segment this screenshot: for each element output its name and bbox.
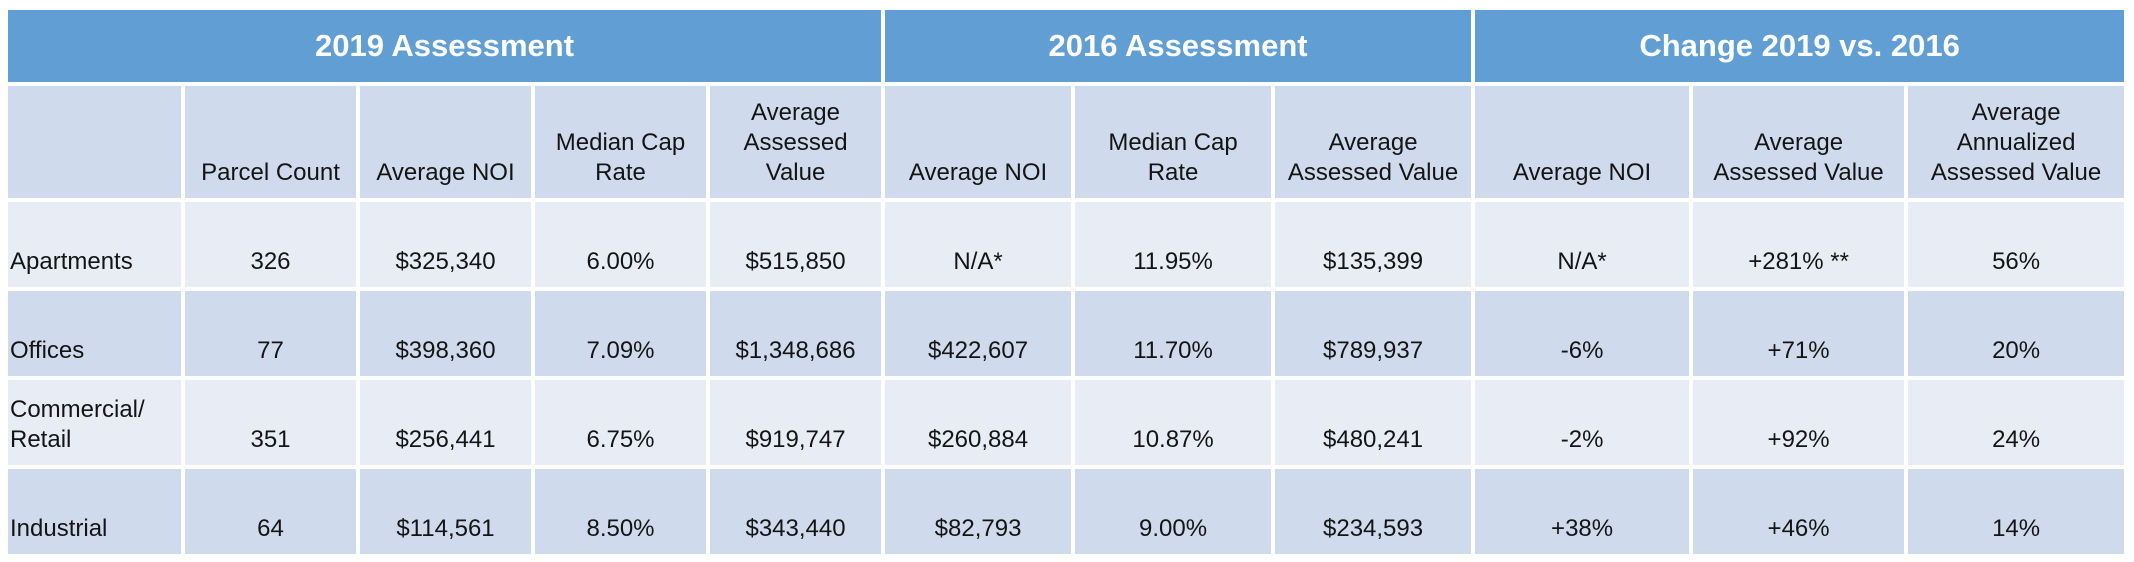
column-header: Average NOI	[1475, 86, 1694, 202]
table-cell: $82,793	[885, 469, 1076, 558]
table-cell: $135,399	[1275, 202, 1476, 291]
table-cell: +281% **	[1693, 202, 1909, 291]
column-header: Average Assessed Value	[1693, 86, 1909, 202]
table-cell: 326	[185, 202, 360, 291]
table-cell: 6.00%	[535, 202, 710, 291]
group-header-row: 2019 Assessment 2016 Assessment Change 2…	[8, 10, 2125, 86]
row-label: Apartments	[8, 202, 185, 291]
table-cell: -6%	[1475, 291, 1694, 380]
table-cell: +38%	[1475, 469, 1694, 558]
table-cell: N/A*	[1475, 202, 1694, 291]
column-header: Average Assessed Value	[710, 86, 886, 202]
row-label: Industrial	[8, 469, 185, 558]
table-cell: $480,241	[1275, 380, 1476, 469]
column-header-row: Parcel Count Average NOI Median Cap Rate…	[8, 86, 2125, 202]
column-header: Average NOI	[885, 86, 1076, 202]
table-row: Offices 77 $398,360 7.09% $1,348,686 $42…	[8, 291, 2125, 380]
table-cell: 7.09%	[535, 291, 710, 380]
table-cell: 14%	[1908, 469, 2125, 558]
row-label: Offices	[8, 291, 185, 380]
table-cell: $1,348,686	[710, 291, 886, 380]
column-header: Average Annualized Assessed Value	[1908, 86, 2125, 202]
table-cell: N/A*	[885, 202, 1076, 291]
table-cell: 11.95%	[1075, 202, 1276, 291]
table-cell: 20%	[1908, 291, 2125, 380]
table-cell: $919,747	[710, 380, 886, 469]
table-cell: +71%	[1693, 291, 1909, 380]
table-row: Apartments 326 $325,340 6.00% $515,850 N…	[8, 202, 2125, 291]
table-cell: 9.00%	[1075, 469, 1276, 558]
table-cell: $422,607	[885, 291, 1076, 380]
row-label: Commercial/ Retail	[8, 380, 185, 469]
table-cell: $398,360	[360, 291, 535, 380]
table-cell: -2%	[1475, 380, 1694, 469]
table-cell: $789,937	[1275, 291, 1476, 380]
table-cell: 56%	[1908, 202, 2125, 291]
table-cell: 24%	[1908, 380, 2125, 469]
column-header	[8, 86, 185, 202]
table-cell: 351	[185, 380, 360, 469]
table-cell: +46%	[1693, 469, 1909, 558]
group-change-2019-vs-2016: Change 2019 vs. 2016	[1475, 10, 2125, 86]
table-cell: $234,593	[1275, 469, 1476, 558]
column-header: Parcel Count	[185, 86, 360, 202]
column-header: Average NOI	[360, 86, 535, 202]
table-cell: 64	[185, 469, 360, 558]
table-cell: $114,561	[360, 469, 535, 558]
table-cell: 77	[185, 291, 360, 380]
table-cell: 6.75%	[535, 380, 710, 469]
group-2016-assessment: 2016 Assessment	[885, 10, 1476, 86]
table-row: Commercial/ Retail 351 $256,441 6.75% $9…	[8, 380, 2125, 469]
table-cell: 10.87%	[1075, 380, 1276, 469]
column-header: Median Cap Rate	[1075, 86, 1276, 202]
group-2019-assessment: 2019 Assessment	[8, 10, 886, 86]
table-cell: $256,441	[360, 380, 535, 469]
table-row: Industrial 64 $114,561 8.50% $343,440 $8…	[8, 469, 2125, 558]
table-cell: 11.70%	[1075, 291, 1276, 380]
table-cell: $343,440	[710, 469, 886, 558]
table-cell: $325,340	[360, 202, 535, 291]
column-header: Average Assessed Value	[1275, 86, 1476, 202]
table-cell: +92%	[1693, 380, 1909, 469]
assessment-table: 2019 Assessment 2016 Assessment Change 2…	[8, 10, 2125, 558]
table-cell: $260,884	[885, 380, 1076, 469]
table-cell: 8.50%	[535, 469, 710, 558]
column-header: Median Cap Rate	[535, 86, 710, 202]
table-cell: $515,850	[710, 202, 886, 291]
